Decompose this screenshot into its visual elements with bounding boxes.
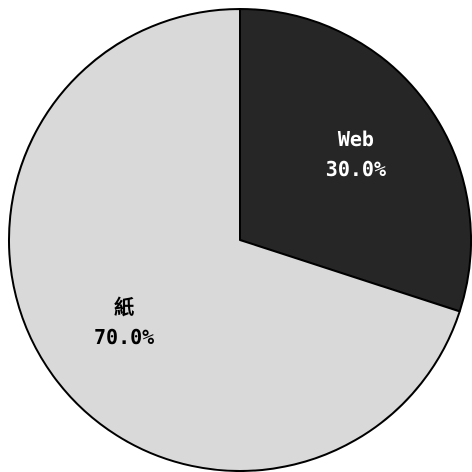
pie-slice-value-1: 70.0%	[94, 325, 154, 349]
pie-slice-label-1: 紙	[114, 295, 134, 319]
pie-slice-label-0: Web	[338, 127, 374, 151]
pie-slice-value-0: 30.0%	[326, 157, 386, 181]
